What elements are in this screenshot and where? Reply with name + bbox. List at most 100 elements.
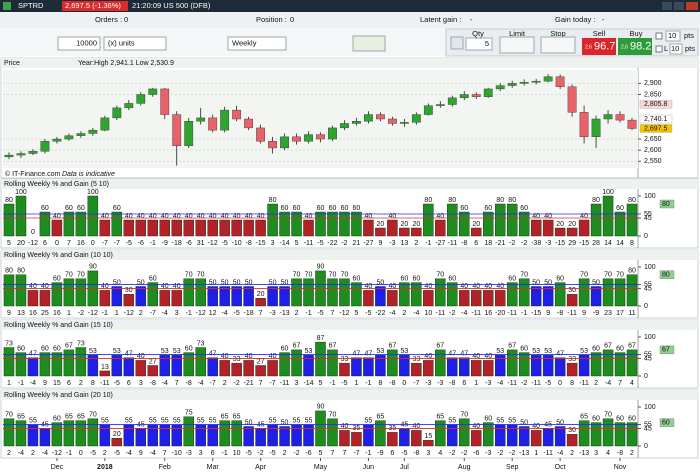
l-checkbox[interactable] — [655, 45, 663, 53]
value-label: 40 — [149, 213, 157, 220]
value-label: 55 — [197, 417, 205, 424]
period-select[interactable] — [227, 36, 287, 51]
pts-input[interactable] — [665, 30, 681, 42]
bar — [291, 211, 302, 237]
maximize-button[interactable] — [674, 2, 684, 10]
candle-body — [232, 109, 242, 120]
bar — [542, 355, 554, 377]
bar — [483, 290, 494, 307]
buy-button[interactable] — [618, 38, 652, 55]
candle-body — [172, 114, 182, 146]
gain-label: -2 — [341, 240, 347, 247]
chart-style-button[interactable] — [352, 35, 386, 52]
bar — [255, 428, 266, 447]
value-label: 60 — [616, 345, 624, 352]
gain-label: 8 — [630, 240, 634, 247]
value-label: 80 — [269, 197, 277, 204]
stop-buttons[interactable] — [540, 36, 576, 54]
gain-label: -5 — [114, 450, 120, 457]
bar — [614, 278, 626, 307]
gain-label: 21 — [353, 240, 361, 247]
value-label: 47 — [460, 351, 468, 358]
candle-body — [304, 134, 313, 142]
value-label: 40 — [221, 213, 229, 220]
bar — [518, 211, 530, 237]
bar — [614, 352, 626, 377]
bar — [15, 352, 27, 377]
gain-label: -6 — [473, 450, 479, 457]
value-label: 50 — [221, 279, 229, 286]
bar — [518, 352, 530, 377]
limit-buttons[interactable] — [499, 36, 535, 54]
value-label: 70 — [77, 272, 85, 279]
gain-label: -8 — [150, 380, 156, 387]
gain-label: -12 — [339, 310, 349, 317]
gain-label: -5 — [222, 240, 228, 247]
gain-label: 3 — [594, 450, 598, 457]
value-label: 40 — [233, 213, 241, 220]
value-label: 50 — [245, 279, 253, 286]
x-tick-label: Sep — [506, 464, 519, 471]
bar — [530, 430, 542, 447]
bar — [51, 352, 63, 377]
bar — [459, 290, 470, 307]
candle-body — [603, 114, 613, 120]
value-label: 60 — [329, 205, 337, 212]
gain-label: -5 — [317, 240, 323, 247]
value-label: 40 — [197, 213, 205, 220]
price-marker-label: 2,697.5 — [644, 125, 667, 132]
value-label: 60 — [149, 275, 157, 282]
tool-button[interactable] — [450, 36, 464, 50]
pts-input-2[interactable] — [669, 43, 683, 55]
last-value-marker — [659, 270, 675, 279]
unit-select[interactable] — [103, 36, 167, 51]
value-label: 40 — [101, 283, 109, 290]
gain-label: -5 — [365, 310, 371, 317]
gain-label: -4 — [461, 310, 467, 317]
bar — [51, 282, 63, 307]
candle-body — [280, 136, 289, 149]
amount-input[interactable] — [57, 36, 101, 51]
value-label: 70 — [329, 272, 337, 279]
y-tick-label: 55 — [644, 351, 652, 358]
sell-button[interactable] — [582, 38, 616, 55]
bar — [123, 294, 135, 307]
bar — [51, 219, 63, 237]
bar — [135, 360, 147, 377]
gain-label: -7 — [353, 450, 359, 457]
bar — [183, 416, 194, 447]
candle-body — [196, 117, 206, 122]
bar — [267, 424, 278, 447]
qty-input[interactable] — [465, 37, 493, 51]
value-label: 40 — [269, 353, 277, 360]
value-label: 33 — [341, 356, 349, 363]
last-value-label: 67 — [662, 347, 670, 354]
candle-body — [459, 94, 469, 99]
bar — [219, 360, 230, 377]
gain-label: -11 — [280, 380, 290, 387]
value-label: 73 — [77, 340, 85, 347]
gain-label: 9 — [7, 310, 11, 317]
pts-checkbox[interactable] — [655, 32, 663, 40]
bar — [447, 357, 458, 377]
gain-label: -7 — [413, 380, 419, 387]
candle-body — [208, 117, 218, 131]
gain-label: -22 — [327, 240, 337, 247]
minimize-button[interactable] — [662, 2, 672, 10]
close-button[interactable] — [686, 2, 698, 10]
bar — [459, 211, 470, 237]
gain-label: -3 — [269, 310, 275, 317]
value-label: 27 — [257, 358, 265, 365]
candle-body — [124, 103, 134, 109]
gain-label: 6 — [67, 380, 71, 387]
today-label: Gain today : — [555, 15, 595, 24]
gain-label: -3 — [186, 450, 192, 457]
gain-label: -2 — [257, 450, 263, 457]
value-label: 55 — [125, 417, 133, 424]
x-tick-label: 2018 — [97, 464, 113, 471]
value-label: 60 — [281, 345, 289, 352]
bar — [339, 430, 350, 447]
gain-label: -9 — [377, 450, 383, 457]
gain-label: -12 — [52, 450, 62, 457]
value-label: 40 — [161, 213, 169, 220]
